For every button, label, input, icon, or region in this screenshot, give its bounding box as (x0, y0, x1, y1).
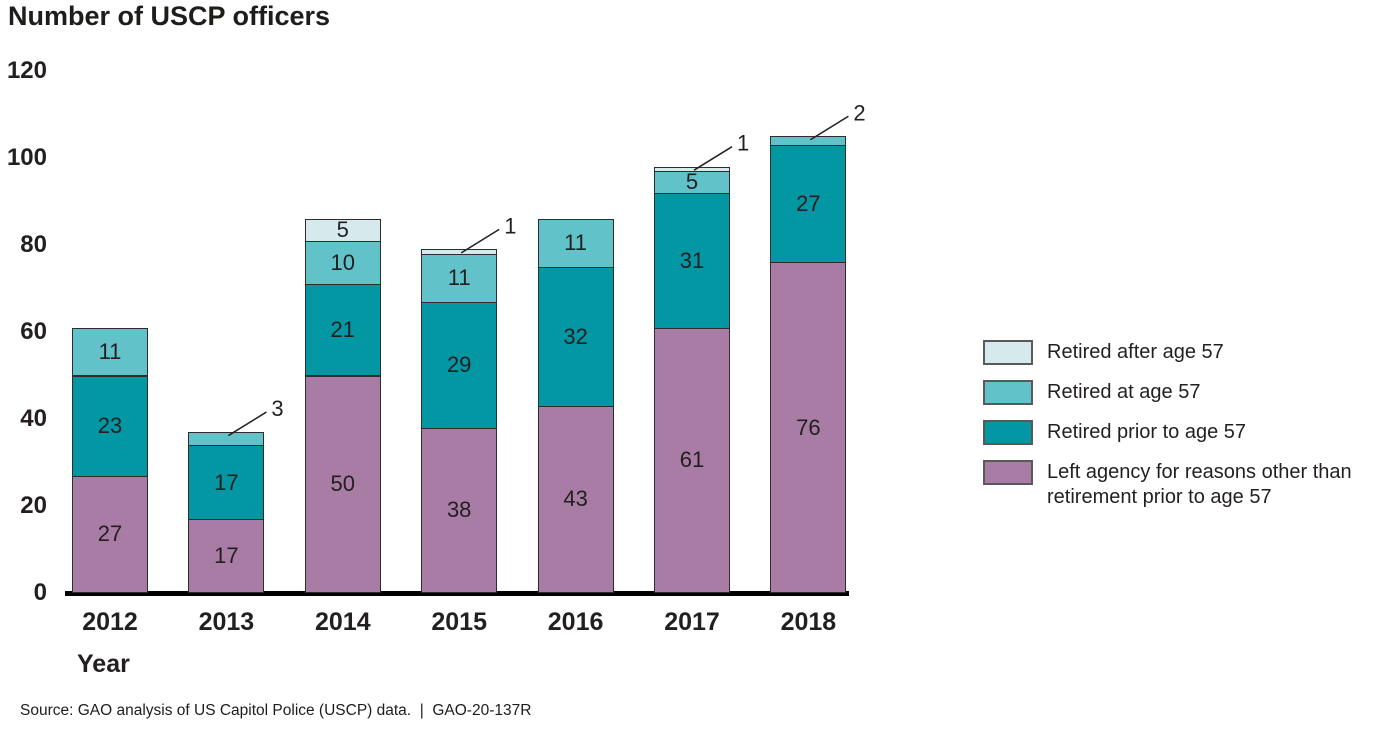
bar-segment (654, 166, 730, 173)
y-axis-tick-label: 60 (20, 318, 47, 345)
legend-row: Retired at age 57 (983, 380, 1395, 405)
bar-value-label: 27 (796, 191, 821, 217)
x-axis-tick-label: 2013 (198, 608, 255, 636)
y-axis-tick-label: 0 (33, 579, 47, 606)
bar-value-label: 5 (685, 169, 699, 195)
bar-segment: 76 (770, 262, 847, 593)
legend-swatch (983, 420, 1033, 445)
bar-value-label: 38 (446, 497, 472, 523)
bar-value-label: 5 (336, 217, 349, 243)
legend-row: Retired prior to age 57 (983, 420, 1395, 445)
bar-value-label: 32 (563, 323, 588, 349)
legend-swatch (983, 380, 1033, 405)
legend-label: Retired prior to age 57 (1047, 421, 1247, 443)
bar-segment: 61 (654, 327, 730, 593)
bar-segment: 11 (421, 253, 498, 303)
callout-value-label: 1 (737, 131, 749, 156)
bar-segment: 5 (654, 171, 730, 194)
bar-value-label: 29 (446, 352, 472, 378)
bar-value-label: 21 (330, 317, 356, 343)
bar-segment: 17 (188, 519, 265, 593)
y-axis-tick-label: 100 (6, 144, 47, 171)
bar-segment: 5 (304, 217, 381, 243)
legend-swatch (983, 340, 1033, 365)
legend-row: Retired after age 57 (983, 340, 1395, 365)
callout-value-label: 3 (271, 396, 283, 421)
bar-value-label: 11 (98, 339, 122, 365)
x-axis-tick-label: 2012 (82, 608, 138, 636)
legend-label: Retired after age 57 (1047, 341, 1224, 363)
bar-segment (770, 136, 847, 146)
x-axis-tick-label: 2017 (664, 608, 720, 636)
bar-segment: 27 (72, 475, 148, 593)
bar-segment: 17 (188, 445, 265, 521)
bar-segment: 11 (537, 218, 614, 268)
bar-value-label: 27 (97, 521, 123, 547)
bar-segment: 11 (72, 327, 148, 377)
legend-label: Left agency for reasons other than retir… (1047, 461, 1352, 508)
x-axis-tick-label: 2015 (431, 608, 487, 636)
callout-value-label: 2 (853, 100, 865, 125)
y-axis-tick-label: 120 (6, 57, 47, 84)
x-axis-line (65, 591, 849, 596)
y-axis-tick-label: 80 (20, 231, 47, 258)
bar-value-label: 50 (330, 471, 356, 497)
x-axis-tick-label: 2014 (314, 608, 371, 636)
bar-segment: 43 (537, 405, 614, 593)
bar-value-label: 10 (330, 249, 356, 275)
bar-segment: 38 (421, 427, 498, 593)
y-axis-tick-label: 20 (20, 492, 47, 519)
bar-segment: 21 (304, 284, 381, 377)
bar-segment: 32 (537, 266, 614, 407)
bar-value-label: 76 (796, 414, 821, 440)
chart-title: Number of USCP officers (8, 1, 331, 31)
bar-value-label: 11 (447, 265, 471, 291)
bar-segment: 29 (421, 301, 498, 429)
bar-segment: 23 (72, 375, 148, 477)
bar-value-label: 43 (563, 486, 588, 512)
bar-segment (421, 249, 498, 255)
source-note: Source: GAO analysis of US Capitol Polic… (20, 702, 532, 719)
bar-value-label: 17 (214, 469, 239, 495)
callout-value-label: 1 (504, 213, 516, 238)
x-axis-title: Year (77, 650, 130, 678)
bar-segment: 27 (770, 144, 847, 264)
legend: Retired after age 57 Retired at age 57 Ret… (983, 340, 1395, 525)
bar-value-label: 23 (97, 413, 123, 439)
bar-value-label: 31 (679, 247, 705, 273)
x-axis-tick-label: 2018 (780, 608, 837, 636)
bar-segment (188, 432, 265, 447)
bar-value-label: 17 (214, 543, 239, 569)
bar-value-label: 61 (679, 447, 705, 473)
legend-label: Retired at age 57 (1047, 381, 1201, 403)
x-axis-tick-label: 2016 (547, 608, 604, 636)
bar-segment: 31 (654, 192, 730, 329)
y-axis-tick-label: 40 (20, 405, 47, 432)
bar-value-label: 11 (564, 230, 588, 256)
legend-row: Left agency for reasons other than retir… (983, 460, 1395, 510)
legend-swatch (983, 460, 1033, 485)
bar-segment: 10 (304, 240, 381, 286)
bar-segment: 50 (304, 375, 381, 593)
